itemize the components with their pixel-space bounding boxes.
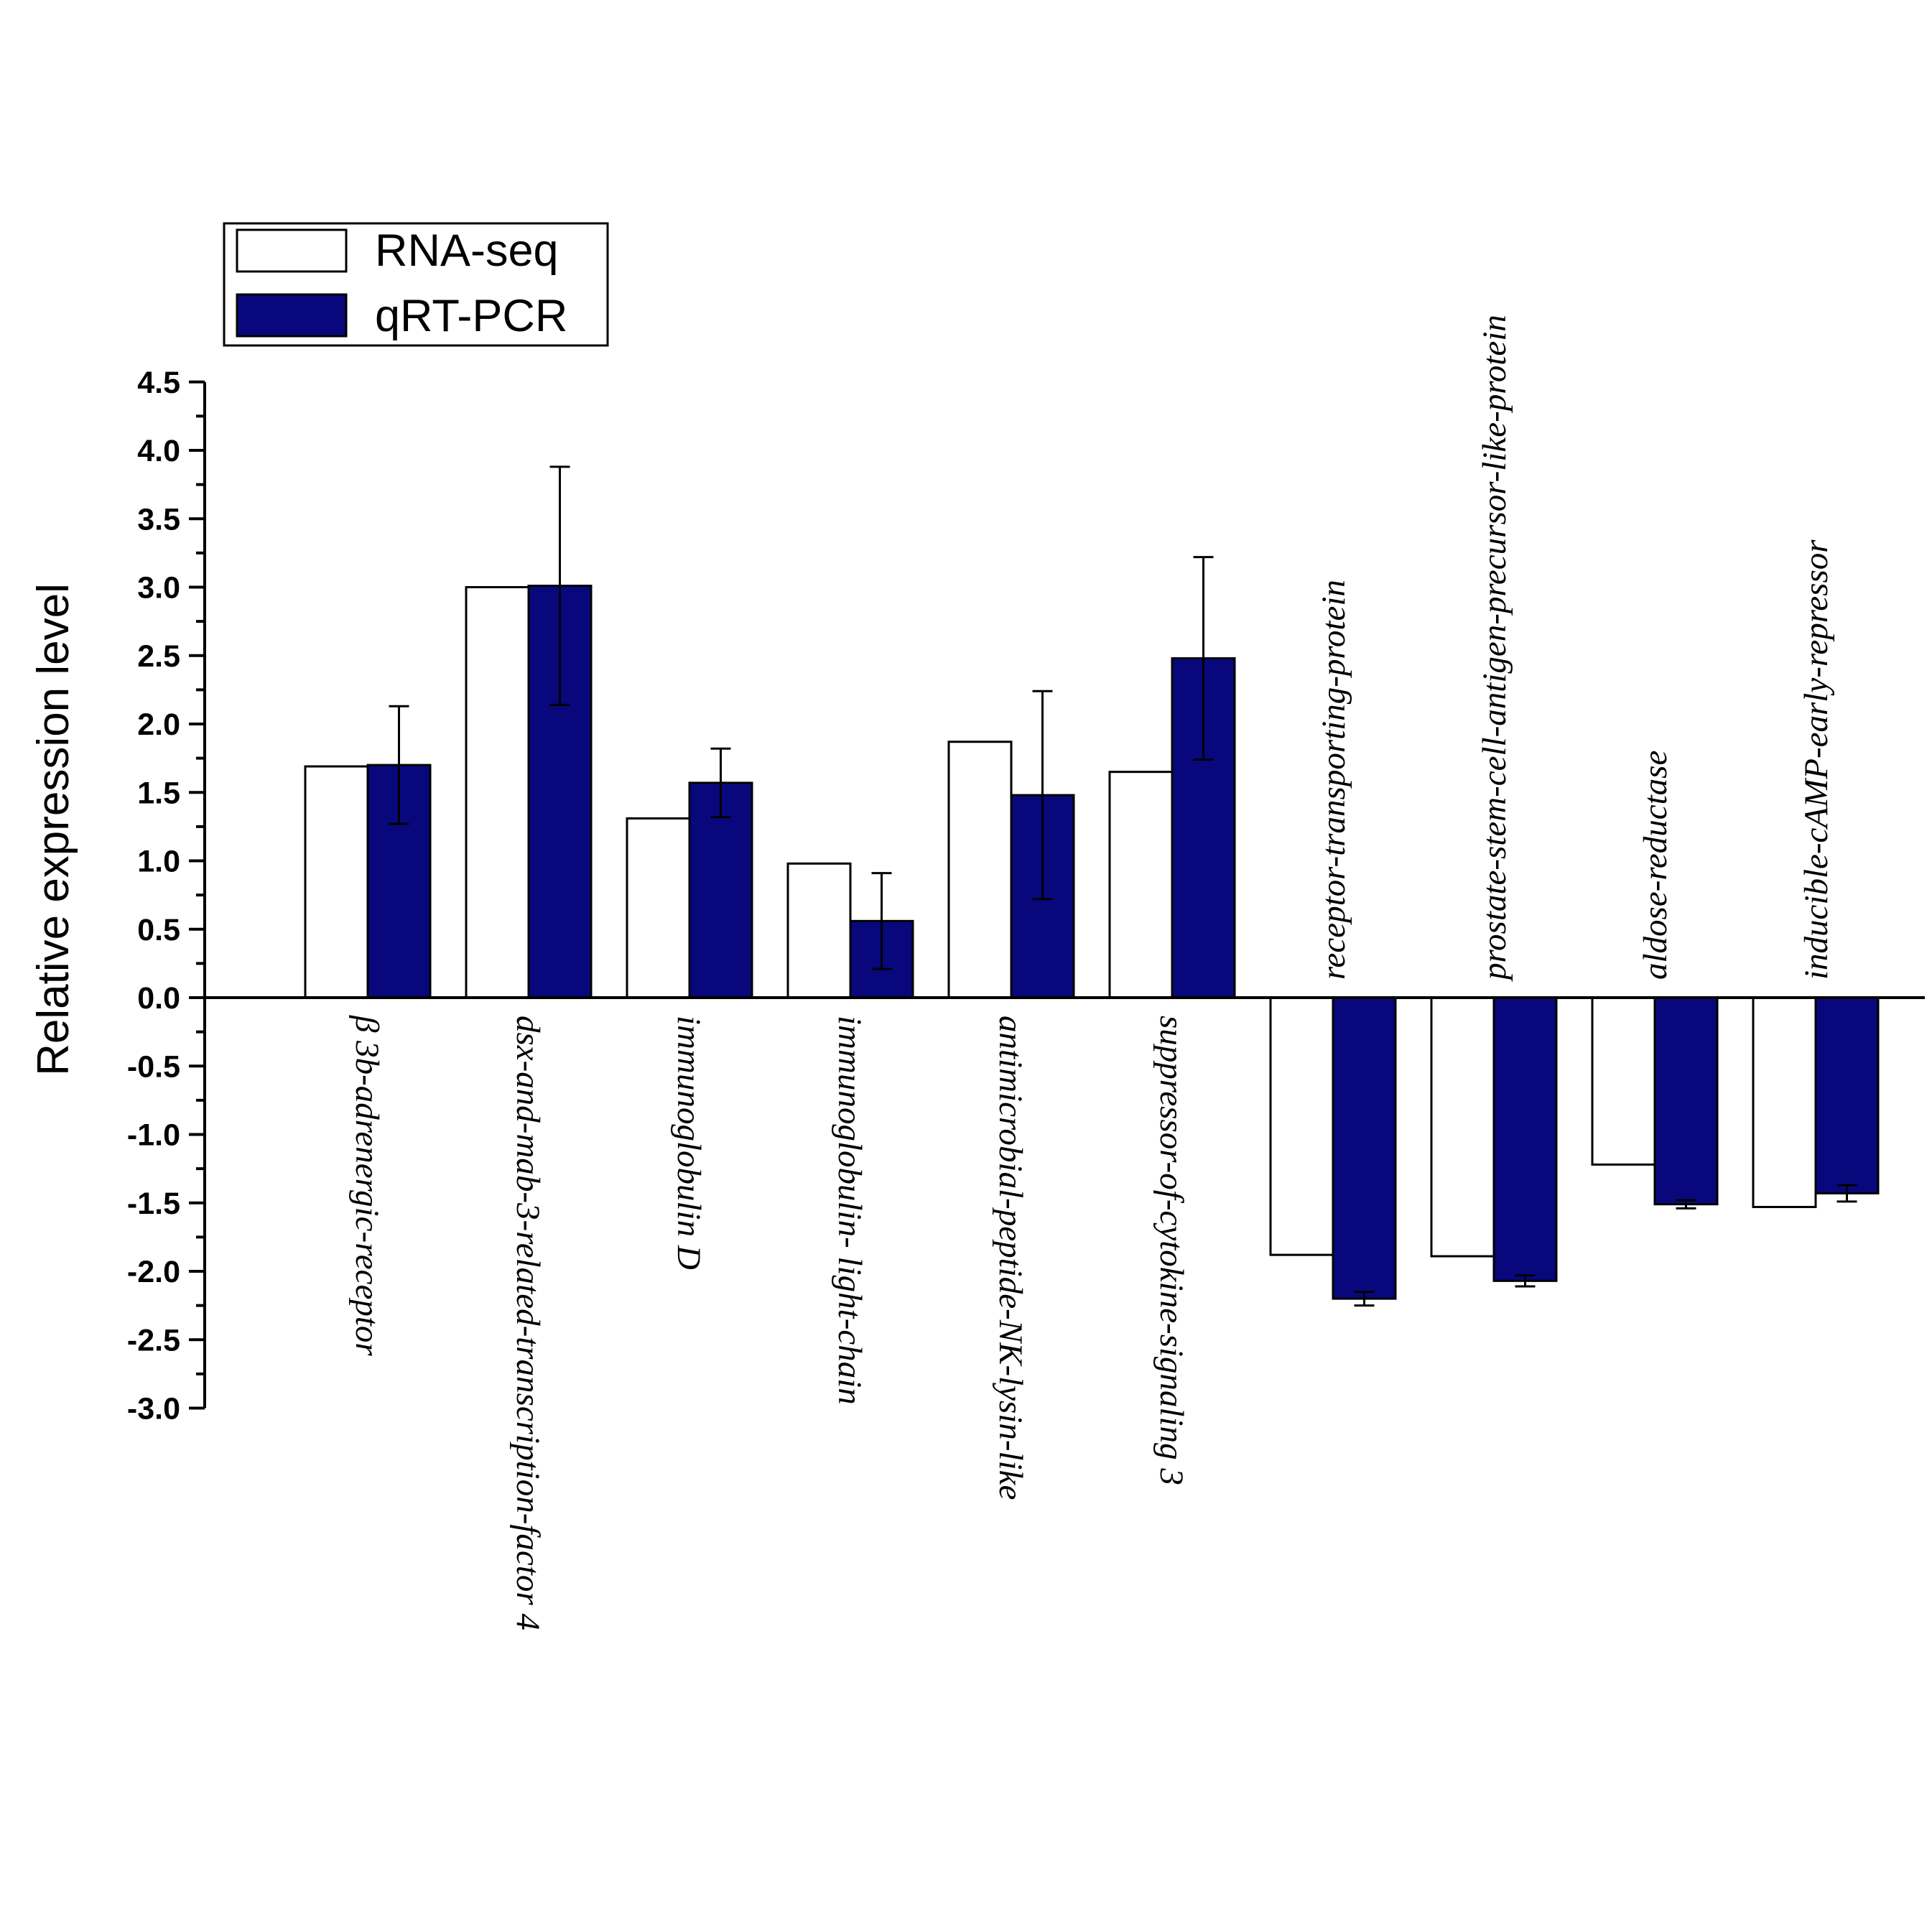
y-tick-label: 4.0 — [137, 434, 180, 468]
y-tick-label: -1.0 — [127, 1118, 180, 1153]
legend-swatch-rna-seq — [236, 228, 348, 273]
category-label-0: β 3b-adrenergic-receptor — [348, 1015, 386, 1356]
category-label-6: receptor-transporting-protein — [1315, 580, 1352, 980]
y-tick-label: -0.5 — [127, 1049, 180, 1084]
y-tick-label: -2.5 — [127, 1323, 180, 1357]
category-label-2: immunoglobulin D — [670, 1016, 707, 1270]
legend-label-qrt-pcr: qRT-PCR — [375, 291, 567, 341]
category-label-4: antimicrobial-peptide-NK-lysin-like — [992, 1016, 1029, 1500]
category-label-7: prostate-stem-cell-antigen-precursor-lik… — [1476, 315, 1513, 982]
y-tick-label: 1.0 — [137, 845, 180, 879]
bar-qrtpcr-7 — [1492, 996, 1558, 1282]
category-label-9: inducible-cAMP-early-repressor — [1798, 539, 1835, 980]
legend-label-rna-seq: RNA-seq — [375, 226, 559, 276]
category-label-1: dsx-and-mab-3-related-transcription-fact… — [509, 1016, 547, 1630]
y-tick-label: 3.0 — [137, 571, 180, 605]
y-tick-label: 4.5 — [137, 366, 180, 400]
bar-rnaseq-7 — [1430, 996, 1495, 1258]
bar-rnaseq-8 — [1591, 996, 1656, 1166]
y-tick-label: 0.5 — [137, 913, 180, 947]
bar-rnaseq-4 — [947, 741, 1013, 999]
bar-rnaseq-6 — [1269, 996, 1334, 1256]
bar-rnaseq-5 — [1108, 771, 1174, 999]
legend-swatch-qrt-pcr — [236, 293, 348, 338]
y-tick-label: 2.5 — [137, 639, 180, 674]
bar-rnaseq-9 — [1752, 996, 1817, 1208]
y-tick-label: -3.0 — [127, 1392, 180, 1426]
legend: RNA-seq qRT-PCR — [223, 222, 609, 347]
category-label-3: immunoglobulin- light-chain — [831, 1016, 868, 1405]
y-tick-label: 1.5 — [137, 776, 180, 810]
axis-layer: 4.5 4.0 3.5 3.0 2.5 2.0 1.5 1.0 0.5 0.0 -0.5 -1.0 -1… — [127, 366, 1925, 1426]
category-label-8: aldose-reductase — [1637, 751, 1674, 980]
category-label-5: suppressor-of-cytokine-signaling 3 — [1153, 1016, 1190, 1485]
bar-rnaseq-1 — [465, 586, 530, 999]
labels-layer: β 3b-adrenergic-receptor dsx-and-mab-3-re… — [348, 315, 1835, 1630]
y-tick-label: 3.5 — [137, 502, 180, 537]
bar-rnaseq-2 — [626, 817, 691, 999]
bar-qrtpcr-9 — [1814, 996, 1880, 1194]
y-tick-label: 0.0 — [137, 981, 180, 1016]
y-tick-label: 2.0 — [137, 707, 180, 742]
y-tick-label: -1.5 — [127, 1187, 180, 1221]
bar-qrtpcr-8 — [1653, 996, 1719, 1206]
y-tick-label: -2.0 — [127, 1255, 180, 1289]
bar-qrtpcr-6 — [1332, 996, 1397, 1300]
bar-rnaseq-3 — [786, 862, 852, 999]
bars-layer — [304, 465, 1880, 1307]
bar-rnaseq-0 — [304, 765, 369, 999]
y-axis-title: Relative expression level — [29, 583, 78, 1076]
bar-qrtpcr-2 — [688, 781, 753, 999]
